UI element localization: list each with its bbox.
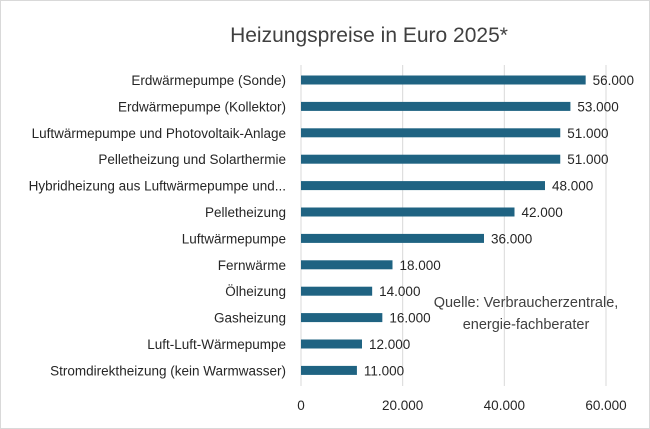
- chart-title: Heizungspreise in Euro 2025*: [230, 24, 508, 47]
- bar: [301, 154, 561, 164]
- value-label: 53.000: [577, 99, 618, 114]
- bar: [301, 365, 357, 375]
- source-note-line-2: energie-fachberater: [463, 317, 590, 333]
- bar: [301, 260, 393, 270]
- value-label: 51.000: [567, 126, 608, 141]
- bar: [301, 101, 571, 111]
- value-label: 42.000: [522, 205, 563, 220]
- bars: [301, 75, 586, 375]
- category-label: Pelletheizung und Solarthermie: [98, 152, 286, 167]
- bar: [301, 339, 362, 349]
- value-label: 48.000: [552, 179, 593, 194]
- value-label: 14.000: [379, 284, 420, 299]
- bar: [301, 75, 586, 85]
- value-label: 12.000: [369, 337, 410, 352]
- source-note-line-1: Quelle: Verbraucherzentrale,: [434, 295, 619, 311]
- x-tick-label: 20.000: [382, 398, 423, 413]
- category-label: Luft-Luft-Wärmepumpe: [147, 337, 286, 352]
- category-label: Ölheizung: [225, 284, 286, 299]
- bar: [301, 233, 484, 243]
- value-label: 36.000: [491, 231, 532, 246]
- value-label: 56.000: [593, 73, 634, 88]
- category-label: Gasheizung: [214, 311, 286, 326]
- x-tick-label: 40.000: [484, 398, 525, 413]
- x-axis-ticks: 0 20.000 40.000 60.000: [297, 398, 626, 413]
- category-label: Fernwärme: [218, 258, 286, 273]
- value-label: 18.000: [400, 258, 441, 273]
- value-label: 51.000: [567, 152, 608, 167]
- bar: [301, 181, 545, 191]
- category-label: Stromdirektheizung (kein Warmwasser): [50, 363, 286, 378]
- category-labels: Erdwärmepumpe (Sonde) Erdwärmepumpe (Koll…: [29, 73, 286, 378]
- category-label: Pelletheizung: [205, 205, 286, 220]
- category-label: Hybridheizung aus Luftwärmepumpe und...: [29, 179, 286, 194]
- category-label: Luftwärmepumpe und Photovoltaik-Anlage: [32, 126, 286, 141]
- bar: [301, 286, 373, 296]
- value-labels: 56.000 53.000 51.000 51.000 48.000 42.000 36.0…: [364, 73, 634, 378]
- value-label: 11.000: [364, 363, 404, 378]
- value-label: 16.000: [389, 311, 430, 326]
- bar: [301, 128, 561, 138]
- category-label: Erdwärmepumpe (Sonde): [131, 73, 286, 88]
- category-label: Luftwärmepumpe: [182, 231, 286, 246]
- gridlines: [300, 65, 607, 386]
- x-tick-label: 0: [297, 398, 305, 413]
- category-label: Erdwärmepumpe (Kollektor): [118, 99, 286, 114]
- bar: [301, 313, 383, 323]
- x-tick-label: 60.000: [585, 398, 626, 413]
- bar: [301, 207, 515, 217]
